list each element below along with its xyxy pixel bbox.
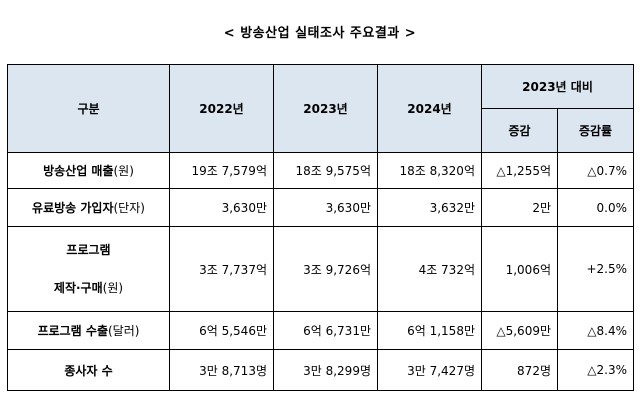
cell-2024: 18조 8,320억: [377, 152, 482, 189]
row-label-unit: (원): [102, 281, 124, 295]
cell-2023: 3조 9,726억: [273, 226, 378, 312]
row-label: 프로그램 제작·구매(원): [7, 226, 170, 312]
cell-2023: 3,630만: [273, 188, 378, 227]
table-row: 방송산업 매출(원) 19조 7,579억 18조 9,575억 18조 8,3…: [7, 152, 635, 189]
cell-2023: 3만 8,299명: [273, 349, 378, 391]
cell-2022: 3,630만: [169, 188, 274, 227]
header-change: 증감: [481, 108, 558, 153]
row-label-main: 제작·구매: [53, 281, 103, 295]
row-label: 프로그램 수출(달러): [7, 311, 170, 350]
row-label-unit: (원): [113, 164, 134, 178]
cell-change: 1,006억: [481, 226, 558, 312]
header-2022: 2022년: [169, 64, 274, 153]
table-row: 종사자 수 3만 8,713명 3만 8,299명 3만 7,427명 872명…: [7, 349, 635, 391]
cell-change-rate: △8.4%: [556, 311, 635, 350]
row-label: 종사자 수: [7, 349, 170, 391]
cell-change: 2만: [481, 188, 558, 227]
cell-2022: 6억 5,546만: [169, 311, 274, 350]
header-row: 구분 2022년 2023년 2024년 2023년 대비: [7, 64, 635, 153]
header-2024: 2024년: [377, 64, 482, 153]
row-label-main: 방송산업 매출: [43, 164, 114, 178]
cell-2022: 3만 8,713명: [169, 349, 274, 391]
cell-2024: 6억 1,158만: [377, 311, 482, 350]
results-table: 구분 2022년 2023년 2024년 2023년 대비 증감 증감률 방송산…: [7, 64, 635, 391]
cell-change: △5,609만: [481, 311, 558, 350]
header-2023: 2023년: [273, 64, 378, 153]
cell-change: 872명: [481, 349, 558, 391]
page-title: < 방송산업 실태조사 주요결과 >: [223, 26, 417, 41]
table-row: 프로그램 제작·구매(원) 3조 7,737억 3조 9,726억 4조 732…: [7, 226, 635, 312]
cell-2024: 3,632만: [377, 188, 482, 227]
header-comparison: 2023년 대비: [480, 64, 635, 109]
row-label-unit: (달러): [107, 324, 140, 338]
cell-2023: 18조 9,575억: [273, 152, 378, 189]
row-label-line2: 제작·구매(원): [14, 269, 163, 307]
header-category: 구분: [7, 64, 170, 153]
row-label-unit: (단자): [113, 201, 145, 215]
cell-change-rate: △2.3%: [556, 349, 635, 391]
cell-2024: 3만 7,427명: [377, 349, 482, 391]
cell-change-rate: 0.0%: [556, 188, 635, 227]
cell-2023: 6억 6,731만: [273, 311, 378, 350]
header-subrow: 증감 증감률: [8, 108, 635, 153]
cell-change-rate: △0.7%: [556, 152, 635, 189]
row-label-main: 종사자 수: [64, 363, 113, 378]
row-label-line1: 프로그램: [66, 243, 111, 257]
row-label-main: 프로그램 수출: [37, 324, 108, 338]
cell-2024: 4조 732억: [377, 226, 482, 312]
cell-2022: 3조 7,737억: [169, 226, 274, 312]
cell-change: △1,255억: [481, 152, 558, 189]
row-label-main: 유료방송 가입자: [32, 201, 114, 215]
cell-2022: 19조 7,579억: [169, 152, 274, 189]
row-label: 유료방송 가입자(단자): [7, 188, 170, 227]
table-row: 프로그램 수출(달러) 6억 5,546만 6억 6,731만 6억 1,158…: [7, 311, 635, 350]
cell-change-rate: +2.5%: [556, 226, 635, 312]
header-change-rate: 증감률: [556, 108, 635, 153]
table-row: 유료방송 가입자(단자) 3,630만 3,630만 3,632만 2만 0.0…: [7, 188, 635, 227]
row-label: 방송산업 매출(원): [7, 152, 170, 189]
